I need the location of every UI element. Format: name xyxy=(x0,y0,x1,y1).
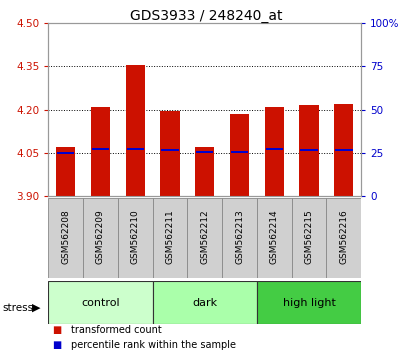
Bar xyxy=(126,65,145,196)
Bar xyxy=(161,149,178,151)
Bar xyxy=(48,198,83,278)
Bar xyxy=(334,104,353,196)
Text: GSM562213: GSM562213 xyxy=(235,209,244,264)
Bar xyxy=(48,281,152,324)
Text: GSM562215: GSM562215 xyxy=(304,209,314,264)
Text: GSM562212: GSM562212 xyxy=(200,209,209,264)
Text: GSM562210: GSM562210 xyxy=(131,209,140,264)
Bar xyxy=(326,198,361,278)
Bar xyxy=(57,152,74,154)
Bar xyxy=(152,198,187,278)
Text: GSM562214: GSM562214 xyxy=(270,209,279,264)
Text: GSM562211: GSM562211 xyxy=(165,209,174,264)
Text: GDS3933 / 248240_at: GDS3933 / 248240_at xyxy=(129,9,282,23)
Bar xyxy=(118,198,152,278)
Text: stress: stress xyxy=(2,303,33,313)
Bar xyxy=(91,107,110,196)
Text: dark: dark xyxy=(192,298,217,308)
Bar xyxy=(257,198,291,278)
Bar xyxy=(196,151,213,153)
Bar xyxy=(291,198,326,278)
Text: ■: ■ xyxy=(52,325,62,335)
Bar xyxy=(335,149,352,151)
Bar xyxy=(56,147,75,196)
Bar xyxy=(160,111,179,196)
Text: percentile rank within the sample: percentile rank within the sample xyxy=(71,340,236,350)
Text: GSM562216: GSM562216 xyxy=(339,209,348,264)
Bar xyxy=(92,148,109,150)
Text: GSM562209: GSM562209 xyxy=(96,209,105,264)
Text: GSM562208: GSM562208 xyxy=(61,209,70,264)
Bar xyxy=(126,148,144,150)
Bar xyxy=(222,198,257,278)
Text: ■: ■ xyxy=(52,340,62,350)
Text: control: control xyxy=(81,298,120,308)
Text: high light: high light xyxy=(283,298,336,308)
Bar xyxy=(300,149,318,151)
Bar xyxy=(265,107,284,196)
Bar xyxy=(152,281,257,324)
Bar xyxy=(299,105,319,196)
Bar xyxy=(231,151,248,153)
Bar xyxy=(195,147,214,196)
Bar xyxy=(187,198,222,278)
Bar xyxy=(257,281,361,324)
Text: ▶: ▶ xyxy=(32,303,40,313)
Text: transformed count: transformed count xyxy=(71,325,162,335)
Bar xyxy=(230,114,249,196)
Bar xyxy=(265,148,283,150)
Bar xyxy=(83,198,118,278)
